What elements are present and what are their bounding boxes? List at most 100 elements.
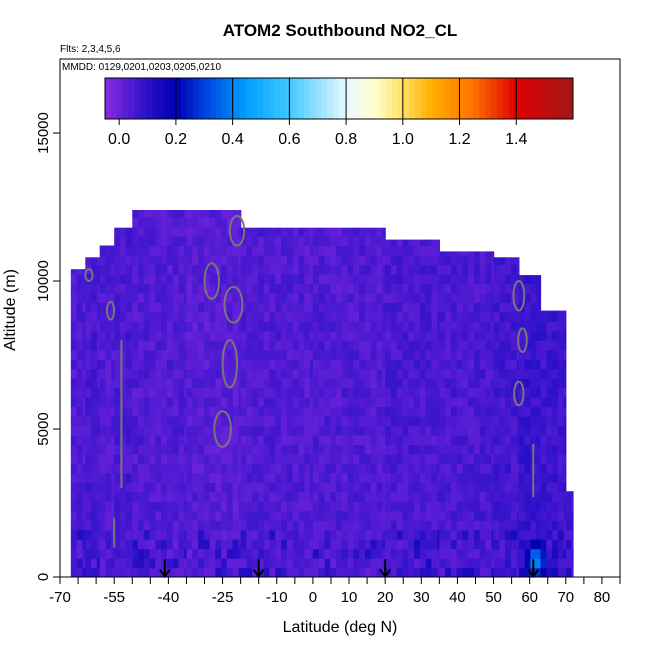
field-cell bbox=[347, 567, 354, 577]
field-cell bbox=[431, 330, 438, 341]
colorbar-segment bbox=[105, 78, 112, 119]
field-cell bbox=[565, 558, 573, 569]
field-cell bbox=[232, 245, 240, 256]
field-cell bbox=[499, 264, 506, 275]
field-cell bbox=[252, 510, 259, 521]
field-cell bbox=[292, 539, 300, 550]
field-cell bbox=[530, 387, 537, 398]
field-cell bbox=[546, 406, 553, 417]
colorbar-segment bbox=[239, 78, 246, 119]
field-cell bbox=[546, 359, 553, 370]
field-cell bbox=[510, 273, 518, 284]
field-cell bbox=[330, 321, 337, 332]
field-cell bbox=[240, 283, 247, 294]
field-cell bbox=[263, 463, 271, 474]
field-cell bbox=[439, 397, 446, 408]
field-cell bbox=[524, 501, 531, 512]
field-cell bbox=[198, 302, 205, 313]
field-cell bbox=[246, 539, 253, 550]
field-cell bbox=[552, 378, 559, 389]
field-cell bbox=[155, 539, 162, 550]
field-cell bbox=[96, 491, 101, 502]
field-cell bbox=[353, 539, 360, 550]
field-cell bbox=[310, 567, 314, 577]
field-cell bbox=[192, 387, 199, 398]
field-cell bbox=[82, 444, 86, 455]
field-cell bbox=[479, 444, 487, 455]
field-cell bbox=[347, 245, 354, 256]
field-cell bbox=[304, 236, 311, 247]
field-cell bbox=[131, 378, 133, 389]
field-cell bbox=[275, 349, 282, 360]
field-cell bbox=[226, 397, 234, 408]
field-cell bbox=[408, 548, 415, 559]
field-cell bbox=[493, 463, 500, 474]
field-cell bbox=[437, 539, 440, 550]
field-cell bbox=[408, 482, 415, 493]
field-cell bbox=[275, 548, 282, 559]
field-cell bbox=[226, 491, 234, 502]
field-cell bbox=[382, 397, 386, 408]
field-cell bbox=[341, 491, 349, 502]
field-cell bbox=[161, 434, 168, 445]
field-cell bbox=[419, 406, 427, 417]
field-cell bbox=[258, 501, 265, 512]
field-cell bbox=[359, 273, 366, 284]
field-cell bbox=[437, 273, 440, 284]
field-cell bbox=[479, 368, 487, 379]
field-cell bbox=[292, 406, 300, 417]
field-cell bbox=[186, 292, 193, 303]
field-cell bbox=[232, 453, 240, 464]
field-cell bbox=[292, 236, 300, 247]
field-cell bbox=[396, 406, 404, 417]
field-cell bbox=[310, 292, 314, 303]
field-cell bbox=[474, 482, 481, 493]
field-cell bbox=[298, 416, 305, 427]
field-cell bbox=[510, 548, 518, 559]
field-cell bbox=[439, 425, 446, 436]
field-cell bbox=[184, 359, 188, 370]
field-cell bbox=[215, 425, 222, 436]
field-cell bbox=[132, 482, 139, 493]
field-cell bbox=[132, 520, 139, 531]
field-cell bbox=[437, 491, 440, 502]
field-cell bbox=[221, 453, 228, 464]
field-cell bbox=[292, 359, 300, 370]
field-cell bbox=[437, 548, 440, 559]
field-cell bbox=[192, 434, 199, 445]
field-cell bbox=[546, 311, 553, 322]
field-cell bbox=[390, 283, 398, 294]
field-cell bbox=[437, 330, 440, 341]
field-cell bbox=[540, 321, 547, 332]
field-cell bbox=[536, 311, 542, 322]
field-cell bbox=[390, 491, 398, 502]
field-cell bbox=[166, 491, 174, 502]
field-cell bbox=[269, 529, 276, 540]
field-cell bbox=[76, 510, 83, 521]
field-cell bbox=[138, 283, 145, 294]
field-cell bbox=[524, 434, 531, 445]
field-cell bbox=[474, 501, 481, 512]
field-cell bbox=[353, 397, 360, 408]
field-cell bbox=[99, 463, 107, 474]
field-cell bbox=[82, 482, 86, 493]
field-cell bbox=[221, 255, 228, 266]
field-cell bbox=[269, 330, 276, 341]
field-cell bbox=[131, 548, 133, 559]
field-cell bbox=[286, 302, 294, 313]
field-cell bbox=[396, 501, 404, 512]
field-cell bbox=[479, 387, 487, 398]
field-cell bbox=[330, 311, 337, 322]
field-cell bbox=[192, 245, 199, 256]
field-cell bbox=[370, 548, 378, 559]
field-cell bbox=[336, 397, 343, 408]
colorbar-segment bbox=[461, 78, 469, 119]
field-cell bbox=[396, 558, 404, 569]
field-cell bbox=[91, 292, 98, 303]
field-cell bbox=[341, 245, 349, 256]
field-cell bbox=[510, 406, 518, 417]
field-cell bbox=[166, 539, 174, 550]
colorbar-segment bbox=[140, 78, 147, 119]
field-cell bbox=[499, 292, 506, 303]
field-cell bbox=[281, 227, 288, 237]
